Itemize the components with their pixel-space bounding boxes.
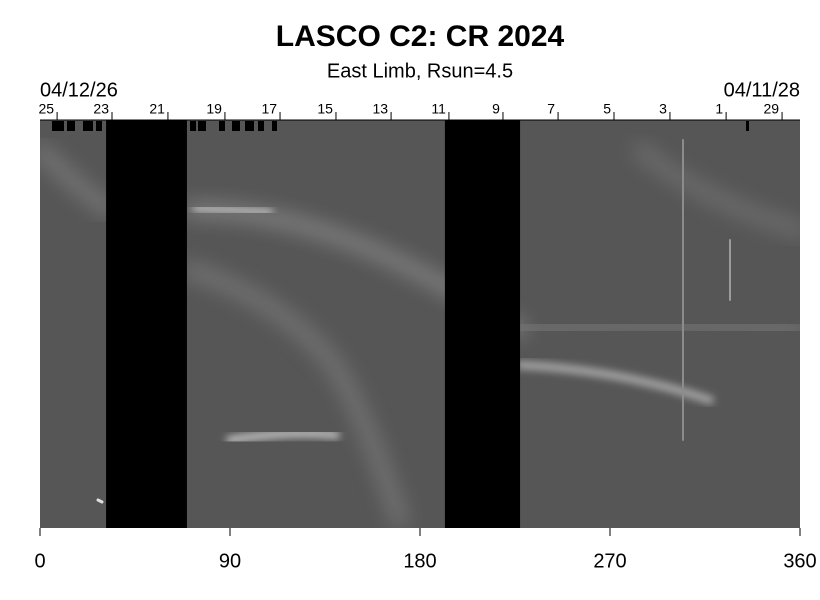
date-tick-label: 13 — [372, 101, 388, 117]
date-tick-label: 5 — [603, 101, 611, 117]
x-tick-label: 180 — [403, 550, 436, 572]
date-tick-label: 9 — [492, 101, 500, 117]
date-tick-label: 19 — [206, 101, 222, 117]
start-date: 04/12/26 — [40, 79, 118, 101]
date-tick-label: 11 — [431, 101, 446, 117]
date-tick-label: 15 — [317, 101, 333, 117]
data-gap — [444, 120, 521, 528]
chart-title: LASCO C2: CR 2024 — [276, 20, 565, 53]
x-tick-label: 270 — [593, 550, 626, 572]
x-tick-label: 90 — [219, 550, 241, 572]
date-tick-label: 25 — [39, 101, 55, 117]
coronal-streaks — [40, 139, 800, 528]
x-tick-label: 360 — [783, 550, 816, 572]
date-tick-label: 23 — [93, 101, 109, 117]
date-tick-label: 7 — [547, 101, 555, 117]
date-tick-label: 17 — [261, 101, 277, 117]
data-gap-markers — [52, 121, 749, 131]
data-gap — [106, 120, 187, 528]
date-tick-label: 29 — [763, 101, 779, 117]
date-tick-label: 1 — [715, 101, 723, 117]
chart-subtitle: East Limb, Rsun=4.5 — [327, 60, 513, 82]
x-tick-label: 0 — [34, 550, 45, 572]
date-tick-label: 21 — [149, 101, 165, 117]
end-date: 04/11/28 — [724, 79, 800, 101]
date-tick-label: 3 — [659, 101, 667, 117]
